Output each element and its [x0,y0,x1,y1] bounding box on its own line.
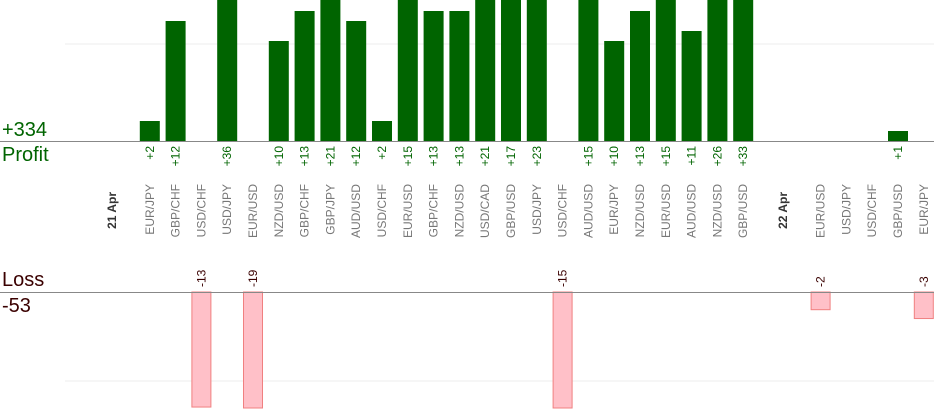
loss-label: Loss [2,269,45,291]
value-label: +12 [169,146,183,167]
profit-bar [578,0,599,141]
value-label: +15 [401,146,415,167]
pair-label: GBP/USD [504,184,518,238]
profit-bar [165,21,186,141]
value-label: -3 [917,276,931,287]
profit-bar [294,11,315,141]
pair-label: AUD/USD [349,184,363,238]
loss-bar [552,291,573,409]
pair-label: USD/CHF [194,184,208,237]
value-label: +12 [349,146,363,167]
date-label: 21 Apr [105,192,119,229]
profit-bar [449,11,470,141]
profit-bar [475,0,496,141]
value-label: +23 [530,146,544,167]
pair-label: NZD/USD [272,184,286,238]
bars-layer [139,0,934,409]
loss-bar [243,291,263,409]
pair-label: USD/CHF [375,184,389,237]
pair-label: EUR/USD [659,184,673,238]
pair-label: AUD/USD [581,184,595,238]
value-label: +21 [323,146,337,167]
value-label: +15 [581,146,595,167]
value-label: +13 [633,146,647,167]
pair-label: NZD/USD [452,184,466,238]
loss-bar [810,291,831,311]
profit-bar [139,121,160,141]
value-label: +2 [143,146,157,160]
profit-bar [346,21,367,141]
value-label: +26 [710,146,724,167]
profit-bar [372,121,392,141]
pair-label: EUR/JPY [917,184,931,235]
profit-total: +334 [2,119,48,141]
pair-label: GBP/CHF [169,184,183,237]
profit-bar [630,11,650,141]
profit-bar [217,0,238,141]
pair-label: USD/JPY [530,184,544,235]
pair-label: AUD/USD [685,184,699,238]
date-label: 22 Apr [776,192,790,229]
pair-label: GBP/CHF [427,184,441,237]
value-label: -15 [556,269,570,287]
pair-label: USD/JPY [220,184,234,235]
value-label: +15 [659,146,673,167]
value-label: +36 [220,146,234,167]
value-label: +13 [427,146,441,167]
value-label: +10 [607,146,621,167]
pair-label: GBP/USD [736,184,750,238]
value-label: +17 [504,146,518,167]
profit-bar [604,41,625,141]
profit-bar [526,0,547,141]
pair-label: USD/CAD [478,184,492,238]
pair-label: USD/CHF [556,184,570,237]
profit-bar [423,11,444,141]
profit-bar [707,0,728,141]
profit-bar [320,0,341,141]
pair-label: GBP/CHF [298,184,312,237]
pair-label: GBP/JPY [323,184,337,235]
profit-bar [888,131,908,141]
value-label: +2 [375,146,389,160]
profit-bar [655,0,676,141]
value-label: -2 [814,276,828,287]
loss-bar [191,291,212,408]
labels-layer: +2 EUR/JPY +12 GBP/CHF -13 USD/CHF +36 USD/JPY -… [105,146,931,287]
value-label: +10 [272,146,286,167]
value-label: +1 [891,146,905,160]
profit-label: Profit [2,144,49,166]
value-label: +13 [452,146,466,167]
value-label: +21 [478,146,492,167]
pair-label: EUR/JPY [143,184,157,235]
pair-label: GBP/USD [891,184,905,238]
pair-label: USD/JPY [839,184,853,235]
pair-label: USD/CHF [865,184,879,237]
pair-label: EUR/JPY [607,184,621,235]
value-label: -19 [246,269,260,287]
profit-bar [681,31,702,141]
value-label: +33 [736,146,750,167]
profit-bar [268,41,289,141]
pair-label: NZD/USD [710,184,724,238]
loss-bar [913,291,934,320]
value-label: -13 [194,269,208,287]
pair-label: EUR/USD [246,184,260,238]
pair-label: NZD/USD [633,184,647,238]
value-label: +11 [685,146,699,166]
profit-bar [501,0,521,141]
profit-bar [397,0,418,141]
pair-label: EUR/USD [401,184,415,238]
value-label: +13 [298,146,312,167]
pair-label: EUR/USD [814,184,828,238]
loss-total: -53 [2,295,31,317]
profit-bar [733,0,754,141]
